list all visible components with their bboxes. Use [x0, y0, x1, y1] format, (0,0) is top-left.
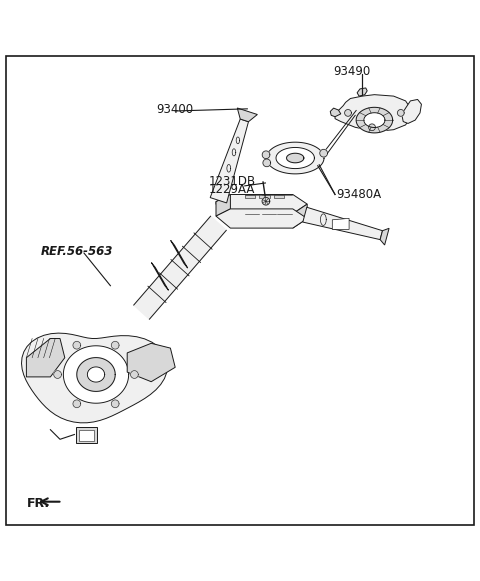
- Text: 93400: 93400: [156, 103, 194, 116]
- Polygon shape: [54, 371, 61, 378]
- Polygon shape: [356, 107, 393, 133]
- Polygon shape: [332, 218, 349, 229]
- Polygon shape: [276, 148, 314, 168]
- Text: FR.: FR.: [26, 497, 49, 510]
- Polygon shape: [134, 216, 226, 319]
- Text: 1229AA: 1229AA: [209, 183, 255, 196]
- Polygon shape: [320, 149, 327, 157]
- Text: 93490: 93490: [334, 64, 371, 78]
- Polygon shape: [287, 153, 304, 163]
- Polygon shape: [79, 430, 94, 441]
- Polygon shape: [262, 198, 270, 205]
- Polygon shape: [216, 195, 307, 214]
- Text: 1231DB: 1231DB: [209, 174, 256, 188]
- Polygon shape: [369, 124, 375, 131]
- Polygon shape: [293, 204, 307, 228]
- Polygon shape: [402, 99, 421, 123]
- Polygon shape: [266, 142, 324, 174]
- Polygon shape: [330, 108, 341, 117]
- Polygon shape: [73, 342, 81, 349]
- Polygon shape: [364, 113, 385, 127]
- Polygon shape: [245, 195, 255, 198]
- Polygon shape: [357, 88, 367, 96]
- Polygon shape: [111, 400, 119, 408]
- Text: 93480A: 93480A: [336, 188, 381, 201]
- Polygon shape: [303, 207, 383, 239]
- Polygon shape: [380, 228, 389, 245]
- Polygon shape: [237, 108, 257, 121]
- Polygon shape: [335, 95, 410, 131]
- Polygon shape: [274, 195, 284, 198]
- Polygon shape: [262, 151, 270, 159]
- Polygon shape: [397, 110, 404, 116]
- Polygon shape: [77, 357, 115, 392]
- Polygon shape: [131, 371, 138, 378]
- Polygon shape: [63, 346, 129, 403]
- Polygon shape: [216, 209, 307, 228]
- Polygon shape: [345, 110, 351, 116]
- Text: REF.56-563: REF.56-563: [41, 245, 113, 257]
- Polygon shape: [26, 339, 65, 377]
- Polygon shape: [127, 343, 175, 382]
- Polygon shape: [152, 263, 168, 290]
- Polygon shape: [210, 119, 249, 203]
- Polygon shape: [87, 367, 105, 382]
- Polygon shape: [171, 241, 188, 268]
- Polygon shape: [259, 195, 270, 198]
- Polygon shape: [22, 333, 168, 423]
- Polygon shape: [111, 342, 119, 349]
- Polygon shape: [263, 159, 271, 167]
- Polygon shape: [73, 400, 81, 408]
- Polygon shape: [216, 195, 230, 216]
- Polygon shape: [76, 427, 97, 443]
